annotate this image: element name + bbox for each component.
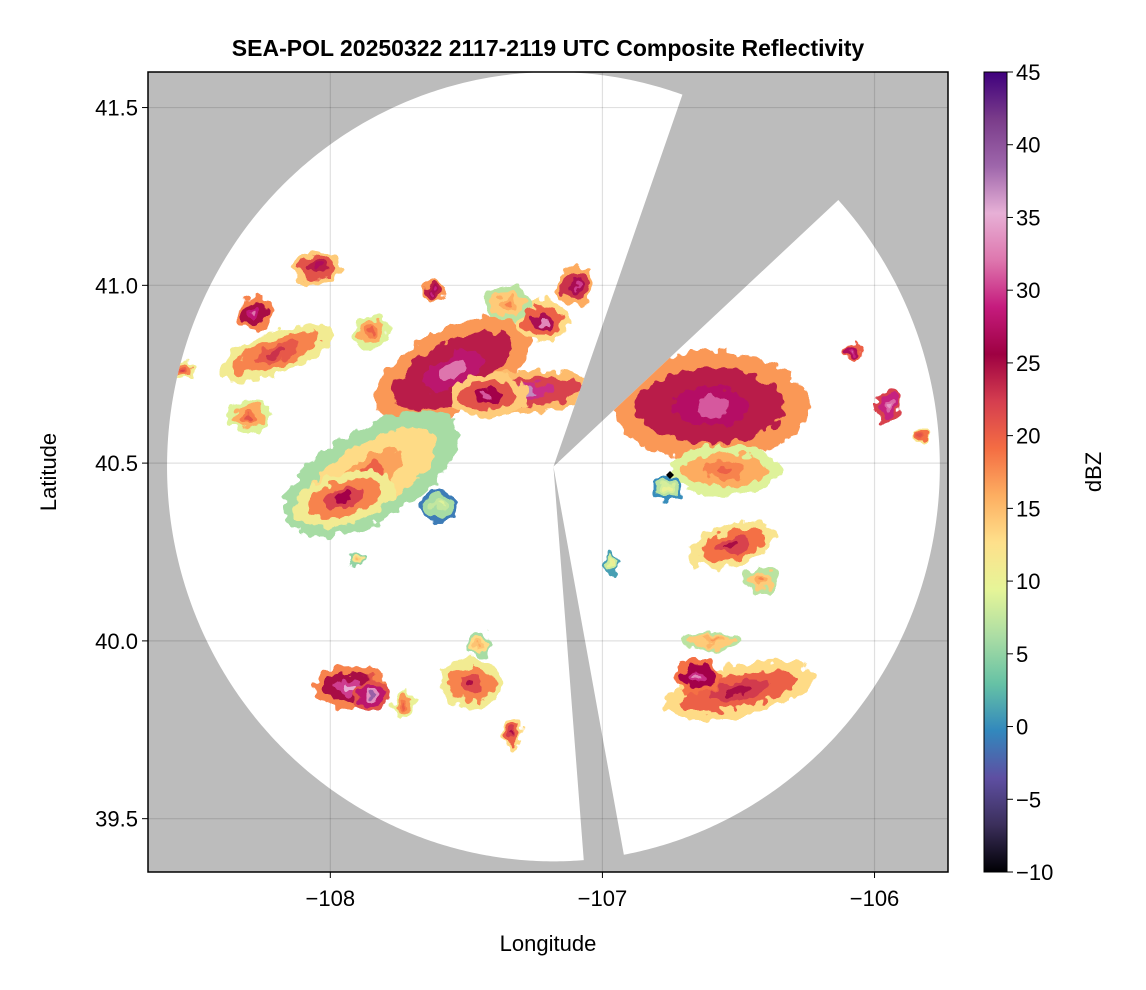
echo-cell <box>604 550 617 576</box>
echo-cell <box>670 445 780 496</box>
echo-cell-core <box>757 578 764 583</box>
colorbar-tick-label: 45 <box>1016 60 1040 85</box>
echo-cell <box>673 659 723 694</box>
echo-cell <box>421 279 446 306</box>
echo-cell <box>391 692 416 718</box>
echo-cell-core <box>478 642 482 647</box>
echo-cell <box>467 631 493 658</box>
echo-cell <box>420 488 458 523</box>
echo-cell-core <box>356 557 359 561</box>
echo-cell-core <box>368 328 375 335</box>
echo-cell-core <box>368 691 375 698</box>
echo-cell-core <box>538 316 547 325</box>
echo-cell-core <box>886 403 891 410</box>
x-tick-label: −107 <box>578 886 628 911</box>
colorbar-tick-label: 40 <box>1016 133 1040 158</box>
echo-cell <box>556 264 594 307</box>
x-axis-label: Longitude <box>500 931 597 956</box>
y-tick-label: 40.5 <box>95 451 138 476</box>
plot-area <box>148 72 948 872</box>
colorbar-label: dBZ <box>1081 452 1106 492</box>
chart-title: SEA-POL 20250322 2117-2119 UTC Composite… <box>232 35 865 61</box>
echo-cell <box>688 521 778 569</box>
y-axis-ticks: 39.5 40.0 40.5 41.0 41.5 <box>95 96 148 832</box>
x-tick-label: −106 <box>850 886 900 911</box>
echo-cell-core <box>851 351 855 355</box>
echo-cell <box>218 324 334 382</box>
plot-frame <box>147 71 949 873</box>
echo-cell <box>352 677 390 712</box>
y-axis-label: Latitude <box>36 433 61 511</box>
echo-cell-core <box>343 683 356 692</box>
echo-cells <box>168 250 927 751</box>
echo-cell <box>352 314 390 349</box>
echo-cell <box>448 374 528 417</box>
colorbar-tick-label: 0 <box>1016 715 1028 740</box>
colorbar-tick-label: 35 <box>1016 205 1040 230</box>
colorbar-tick-label: −10 <box>1016 860 1053 885</box>
colorbar-bar <box>983 71 1008 873</box>
echo-cell-core <box>726 685 751 696</box>
echo-cell-core <box>665 485 671 491</box>
x-axis-ticks: −108 −107 −106 <box>306 872 900 911</box>
y-tick-label: 41.0 <box>95 273 138 298</box>
echo-cell <box>235 296 273 331</box>
echo-cell <box>875 389 901 424</box>
y-tick-label: 41.5 <box>95 96 138 121</box>
echo-cell-core <box>335 493 353 504</box>
echo-cell-core <box>503 299 512 307</box>
echo-cell <box>663 661 814 720</box>
colorbar-tick-label: 25 <box>1016 351 1040 376</box>
echo-cell-core <box>609 560 612 566</box>
radar-site-marker <box>666 471 674 479</box>
echo-cell <box>348 550 367 568</box>
echo-cell <box>680 632 742 650</box>
grid-lines <box>148 72 948 872</box>
colorbar-tick-label: 15 <box>1016 496 1040 521</box>
colorbar-tick-label: −5 <box>1016 787 1041 812</box>
echo-cell-core <box>178 369 183 373</box>
colorbar: −10 −5 0 5 10 15 20 25 30 35 40 45 dBZ <box>983 60 1106 885</box>
echo-cell <box>914 426 927 444</box>
echo-cell <box>482 286 532 320</box>
echo-cell <box>503 716 522 751</box>
echo-cell <box>293 470 395 527</box>
colorbar-ticks: −10 −5 0 5 10 15 20 25 30 35 40 45 <box>1007 60 1053 885</box>
x-tick-label: −108 <box>306 886 356 911</box>
echo-cell-core <box>716 465 734 475</box>
colorbar-tick-label: 30 <box>1016 278 1040 303</box>
echo-cell <box>441 658 503 709</box>
echo-cell-core <box>511 730 515 737</box>
echo-cell <box>843 344 862 362</box>
echo-cell-core <box>572 281 579 290</box>
echo-cell-core <box>266 347 286 358</box>
colorbar-tick-label: 5 <box>1016 642 1028 667</box>
echo-cell <box>741 567 779 594</box>
echo-cell-core <box>312 264 321 271</box>
echo-cell-core <box>919 433 922 437</box>
colorbar-tick-label: 20 <box>1016 424 1040 449</box>
echo-cell-core <box>706 639 717 643</box>
echo-cell <box>652 475 683 501</box>
echo-cell <box>613 351 809 461</box>
colorbar-tick-label: 10 <box>1016 569 1040 594</box>
echo-cell <box>374 316 531 426</box>
echo-cell-core <box>440 361 466 381</box>
echo-cell-core <box>401 702 406 708</box>
echo-cell-core <box>245 413 253 421</box>
echo-cell-core <box>481 391 495 400</box>
echo-cell <box>227 400 271 434</box>
echo-cell <box>292 250 342 285</box>
y-tick-label: 40.0 <box>95 629 138 654</box>
echo-cell-core <box>251 310 258 317</box>
echo-cell-core <box>695 396 727 417</box>
echo-cell-core <box>436 502 443 509</box>
echo-cell-core <box>431 290 436 295</box>
y-tick-label: 39.5 <box>95 807 138 832</box>
echo-cell-core <box>693 673 702 680</box>
echo-cell-core <box>725 540 741 550</box>
echo-cell-core <box>466 678 477 689</box>
